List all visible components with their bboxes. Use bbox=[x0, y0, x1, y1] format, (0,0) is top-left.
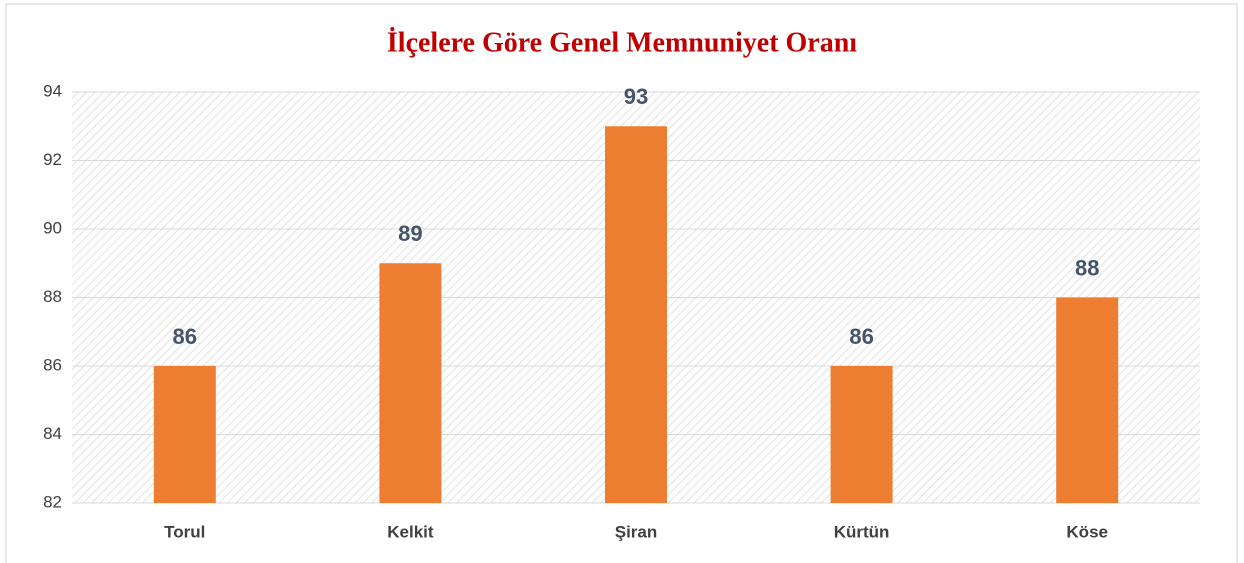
y-tick-label: 94 bbox=[43, 81, 62, 100]
x-tick-label: Kürtün bbox=[834, 522, 890, 541]
value-label: 89 bbox=[398, 221, 422, 246]
y-tick-label: 88 bbox=[43, 287, 62, 306]
bar bbox=[830, 366, 893, 503]
bar bbox=[1056, 297, 1119, 503]
y-tick-label: 82 bbox=[43, 492, 62, 511]
bar bbox=[605, 126, 667, 503]
x-tick-label: Şiran bbox=[615, 522, 658, 541]
y-tick-label: 92 bbox=[43, 150, 62, 169]
x-tick-label: Torul bbox=[164, 522, 205, 541]
chart-title: İlçelere Göre Genel Memnuniyet Oranı bbox=[387, 27, 857, 58]
x-tick-label: Kelkit bbox=[387, 522, 434, 541]
bar bbox=[153, 366, 216, 503]
value-label: 86 bbox=[849, 324, 873, 349]
bar bbox=[379, 263, 442, 503]
y-tick-label: 90 bbox=[43, 218, 62, 237]
value-label: 93 bbox=[624, 84, 648, 109]
x-tick-label: Köse bbox=[1066, 522, 1108, 541]
y-tick-label: 84 bbox=[43, 424, 62, 443]
value-label: 86 bbox=[173, 324, 197, 349]
value-label: 88 bbox=[1075, 255, 1099, 280]
y-tick-label: 86 bbox=[43, 355, 62, 374]
